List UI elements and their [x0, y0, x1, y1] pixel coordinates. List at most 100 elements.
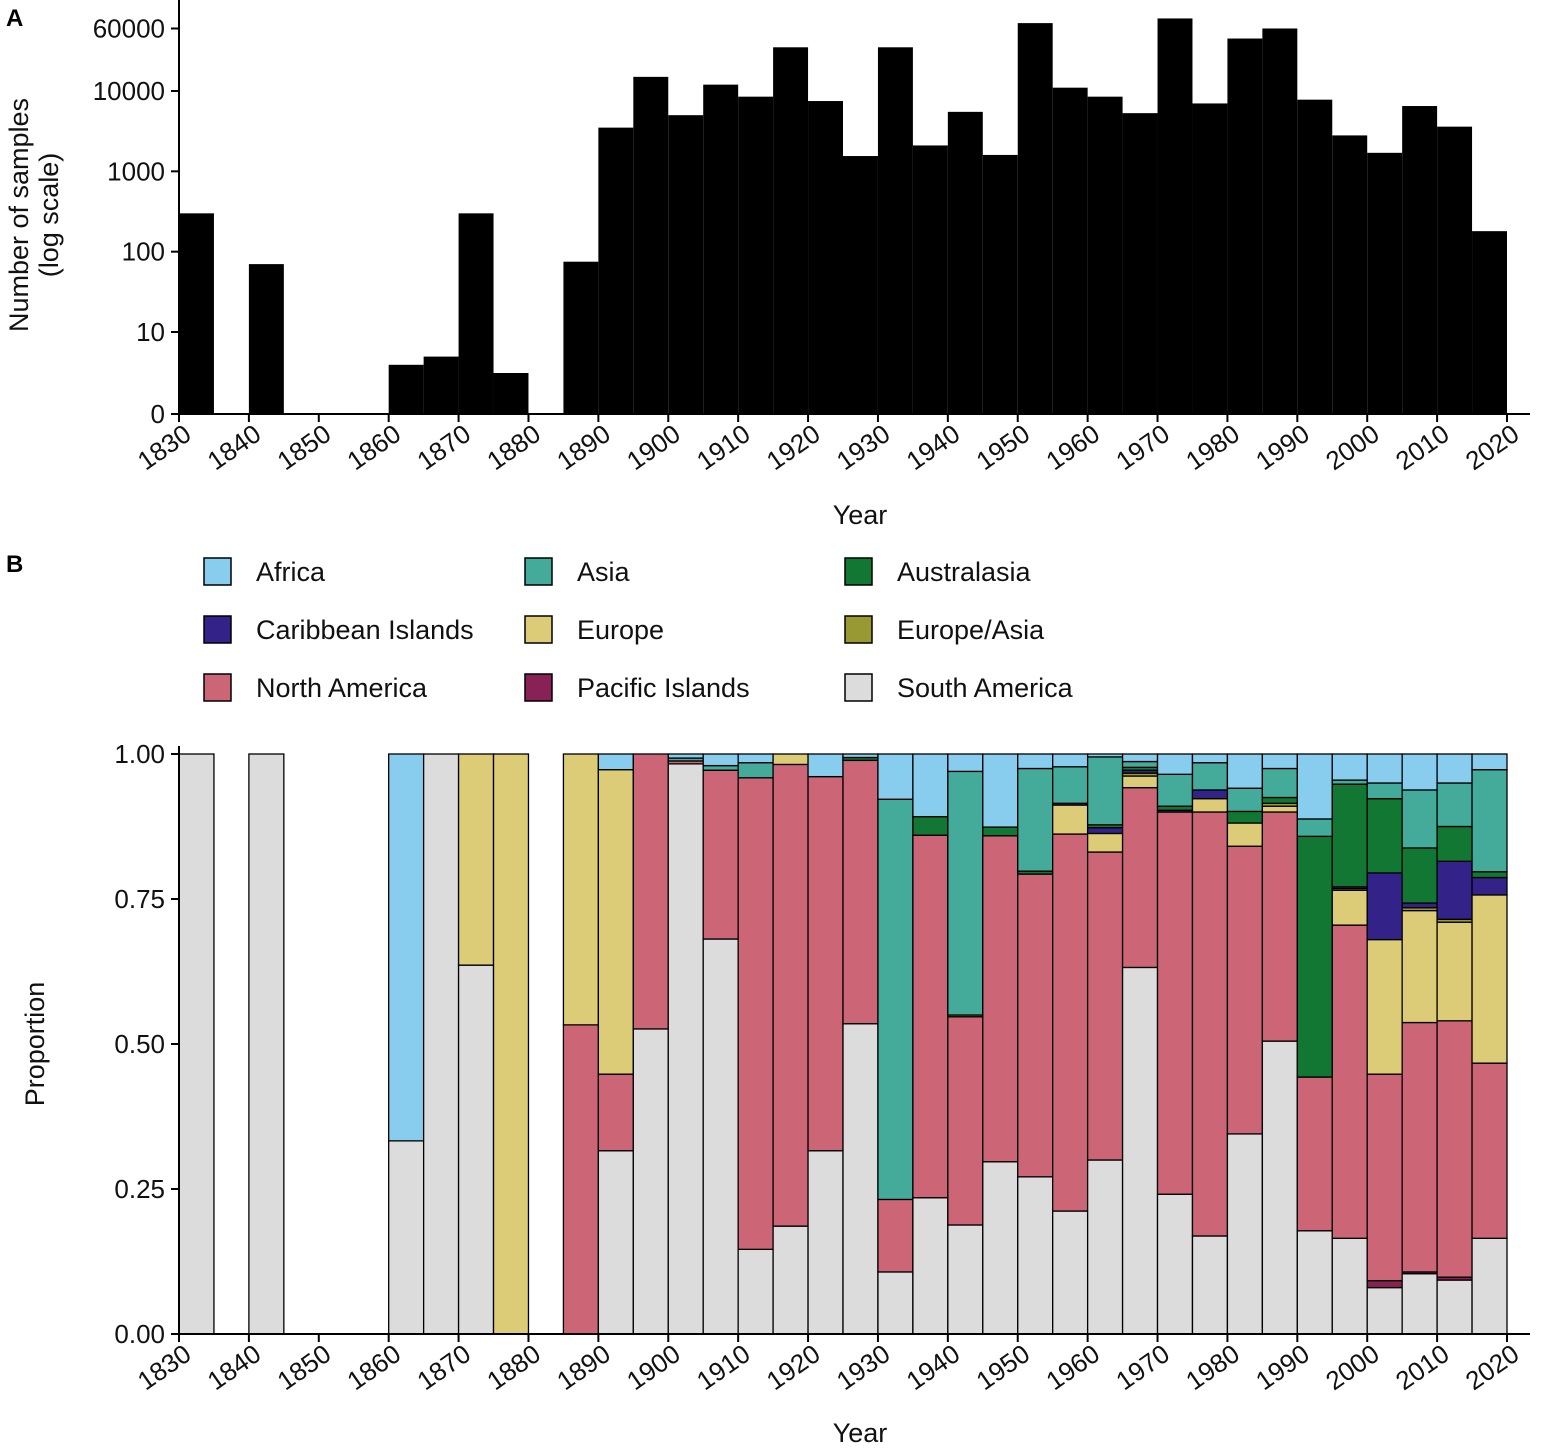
legend-label-australasia: Australasia: [897, 557, 1032, 587]
legend-swatch-pacific-islands: [524, 673, 553, 702]
legend-label-africa: Africa: [256, 557, 326, 587]
panel-b-x-tick-label: 1860: [342, 1338, 407, 1396]
stacked-segment-1960-south-america: [1086, 1159, 1124, 1335]
stacked-segment-1995-north-america: [1331, 924, 1368, 1239]
panel-b-x-tick-label: 1880: [481, 1338, 546, 1396]
panel-a-y-tick-label: 1000: [107, 156, 165, 186]
stacked-segment-1980-asia: [1226, 787, 1264, 813]
stacked-segment-1975-africa: [1191, 753, 1229, 764]
stacked-segment-1960-north-america: [1086, 851, 1124, 1161]
stacked-segment-1905-north-america: [702, 769, 739, 940]
panel-b-x-tick-label: 1890: [551, 1338, 616, 1396]
histogram-bar-1875: [493, 373, 529, 414]
stacked-segment-1965-africa: [1121, 753, 1159, 763]
stacked-segment-1830-south-america: [178, 753, 215, 1335]
panel-b-x-tick-label: 2010: [1390, 1338, 1455, 1396]
stacked-segment-1980-africa: [1226, 753, 1264, 789]
histogram-bar-1885: [563, 261, 599, 414]
panel-b-y-tick-label: 1.00: [114, 739, 165, 769]
stacked-segment-1965-north-america: [1121, 786, 1159, 969]
stacked-segment-1870-europe: [457, 753, 495, 966]
stacked-segment-1900-africa: [667, 753, 704, 759]
stacked-segment-1960-caribbean-islands: [1086, 827, 1124, 835]
panel-b-x-tick-label: 2000: [1320, 1338, 1385, 1396]
stacked-segment-1915-north-america: [772, 763, 809, 1227]
stacked-segment-1945-north-america: [982, 835, 1019, 1163]
stacked-segment-1975-south-america: [1191, 1235, 1229, 1335]
stacked-segment-1965-europe: [1121, 775, 1159, 789]
stacked-segment-1995-south-america: [1331, 1237, 1368, 1335]
stacked-segment-1965-south-america: [1121, 966, 1159, 1335]
panel-b-x-tick-label: 1870: [411, 1338, 476, 1396]
panel-a-x-tick-label: 1840: [202, 418, 267, 476]
stacked-segment-1985-australasia: [1261, 796, 1298, 804]
stacked-segment-2005-caribbean-islands: [1401, 902, 1438, 909]
histogram-bar-1960: [1087, 96, 1123, 414]
stacked-segment-1925-north-america: [842, 759, 879, 1025]
stacked-segment-1900-south-america: [667, 763, 704, 1335]
histogram-bar-1830: [179, 213, 214, 414]
panel-b-x-tick-label: 1920: [761, 1338, 826, 1396]
stacked-segment-2000-caribbean-islands: [1366, 872, 1403, 941]
panel-b-y-tick-label: 0.25: [114, 1174, 165, 1204]
stacked-segment-1920-south-america: [807, 1150, 844, 1335]
panel-b-y-tick-label: 0.50: [114, 1029, 165, 1059]
stacked-segment-1910-africa: [737, 753, 774, 764]
panel-b-x-tick-label: 1910: [691, 1338, 756, 1396]
stacked-segment-1905-asia: [702, 764, 739, 771]
panel-a-y-axis-title: Number of samples: [4, 98, 34, 332]
legend-label-south-america: South America: [897, 673, 1074, 703]
panel-a-x-tick-label: 1900: [621, 418, 686, 476]
stacked-segment-2010-caribbean-islands: [1436, 860, 1473, 920]
stacked-segment-1935-africa: [912, 753, 949, 818]
stacked-segment-2010-europe: [1436, 921, 1473, 1022]
stacked-segment-1975-caribbean-islands: [1191, 789, 1229, 800]
stacked-segment-1990-australasia: [1296, 835, 1333, 1078]
stacked-segment-1910-asia: [737, 762, 774, 779]
panel-a-y-tick-label: 100: [122, 237, 165, 267]
panel-b-y-tick-label: 0.00: [114, 1319, 165, 1349]
stacked-segment-1890-north-america: [597, 1073, 634, 1152]
stacked-segment-1860-south-america: [388, 1140, 425, 1335]
stacked-segment-1905-africa: [702, 753, 739, 767]
panel-b-x-tick-label: 1940: [901, 1338, 966, 1396]
stacked-segment-2005-south-america: [1401, 1273, 1438, 1335]
stacked-segment-1930-africa: [877, 753, 914, 800]
stacked-segment-2005-australasia: [1401, 847, 1438, 904]
legend-swatch-north-america: [203, 673, 232, 702]
panel-b-y-tick-label: 0.75: [114, 884, 165, 914]
stacked-segment-1885-europe: [562, 753, 600, 1026]
panel-a-x-tick-label: 1920: [761, 418, 826, 476]
stacked-segment-1975-asia: [1191, 762, 1229, 791]
stacked-segment-1890-europe: [597, 769, 634, 1075]
panel-a-y-tick-label: 10000: [93, 76, 165, 106]
stacked-segment-1950-south-america: [1017, 1176, 1054, 1335]
stacked-segment-1935-south-america: [912, 1197, 949, 1335]
legend-label-caribbean-islands: Caribbean Islands: [256, 615, 474, 645]
stacked-segment-1925-south-america: [842, 1023, 879, 1335]
stacked-segment-1985-africa: [1261, 753, 1298, 770]
stacked-segment-1960-europe: [1086, 832, 1124, 853]
stacked-segment-2005-asia: [1401, 789, 1438, 849]
stacked-segment-1980-australasia: [1226, 810, 1264, 824]
stacked-segment-1960-asia: [1086, 756, 1124, 826]
legend-label-north-america: North America: [256, 673, 428, 703]
legend-swatch-south-america: [844, 673, 873, 702]
panel-a-x-tick-label: 2000: [1320, 418, 1385, 476]
panel-a-x-tick-label: 1910: [691, 418, 756, 476]
stacked-segment-2000-europe: [1366, 938, 1403, 1075]
panel-b-x-tick-label: 1930: [831, 1338, 896, 1396]
panel-a-x-tick-label: 1950: [971, 418, 1036, 476]
stacked-segment-1955-north-america: [1052, 833, 1089, 1212]
histogram-bar-2005: [1402, 106, 1438, 414]
stacked-segment-2010-asia: [1436, 782, 1473, 828]
stacked-segment-2015-africa: [1471, 753, 1508, 771]
histogram-bar-1995: [1332, 135, 1368, 415]
stacked-segment-2005-north-america: [1401, 1021, 1438, 1273]
legend-swatch-europe-asia: [844, 615, 873, 644]
stacked-segment-1895-north-america: [632, 753, 669, 1030]
histogram-bar-1860: [388, 364, 424, 414]
stacked-segment-1965-asia: [1121, 760, 1159, 768]
